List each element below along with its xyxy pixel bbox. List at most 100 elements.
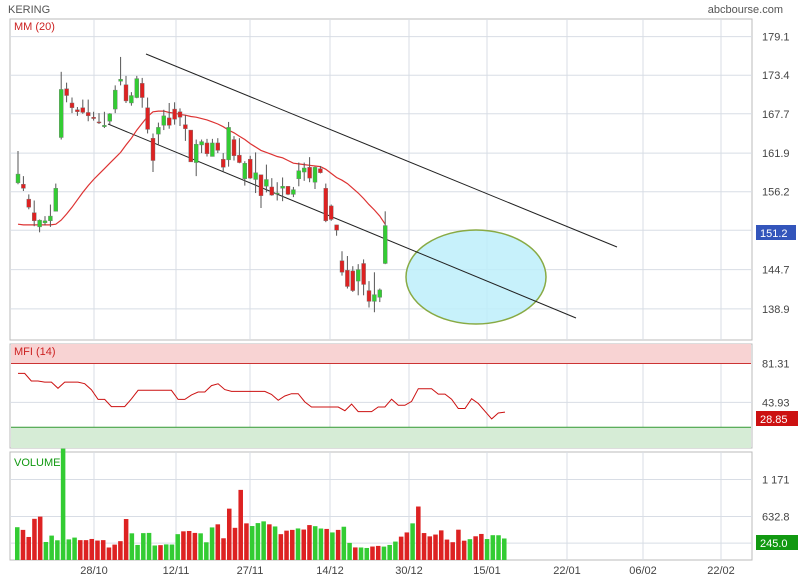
volume-bar xyxy=(215,524,221,560)
mfi-last-value: 28.85 xyxy=(760,414,788,426)
volume-bar xyxy=(249,526,255,560)
volume-bar xyxy=(244,523,249,560)
volume-bar xyxy=(146,532,152,560)
candle-body xyxy=(226,127,231,161)
x-tick-label: 22/02 xyxy=(707,565,735,577)
candle-body xyxy=(269,186,274,196)
volume-bar xyxy=(484,539,490,560)
volume-bar xyxy=(106,547,112,560)
mfi-last-badge xyxy=(756,411,798,426)
y-tick-label: 167.7 xyxy=(762,109,790,121)
x-tick-label: 22/01 xyxy=(553,565,581,577)
volume-bar xyxy=(152,545,158,560)
volume-bar xyxy=(26,536,31,560)
candle-body xyxy=(80,107,86,113)
volume-bar xyxy=(95,540,100,560)
volume-bar xyxy=(364,547,370,560)
volume-bar xyxy=(78,540,83,560)
mfi-polyline xyxy=(18,372,506,420)
candle-body xyxy=(275,192,280,195)
candle-body xyxy=(377,289,382,298)
price-legend: MM (20) xyxy=(14,21,55,33)
volume-last-value: 245.0 xyxy=(760,538,788,550)
candle-body xyxy=(129,95,134,104)
volume-bar xyxy=(324,528,329,560)
candle-body xyxy=(75,109,80,112)
volume-bar xyxy=(60,448,66,560)
candle-body xyxy=(302,167,307,173)
volume-bars xyxy=(15,448,507,560)
volume-bar xyxy=(490,535,496,560)
y-tick-label: 179.1 xyxy=(762,32,790,44)
volume-bar xyxy=(444,539,450,560)
y-tick-label: 144.7 xyxy=(762,265,790,277)
candle-body xyxy=(166,117,172,126)
volume-bar xyxy=(55,540,60,560)
moving-average xyxy=(17,110,386,226)
x-tick-label: 27/11 xyxy=(237,565,264,577)
x-tick-label: 14/12 xyxy=(316,565,344,577)
candle-body xyxy=(231,139,237,156)
price-panel xyxy=(9,18,753,341)
mfi-tick-label: 81.31 xyxy=(762,358,790,370)
y-tick-label: 161.9 xyxy=(762,148,790,160)
volume-bar xyxy=(347,542,352,560)
mfi-overbought-zone xyxy=(11,344,751,364)
volume-bar xyxy=(123,519,129,560)
source-label[interactable]: abcbourse.com xyxy=(708,4,783,16)
volume-bar xyxy=(433,534,438,560)
volume-bar xyxy=(198,533,203,560)
candle-body xyxy=(220,158,226,168)
channel-lower-line xyxy=(107,123,577,319)
candle-body xyxy=(318,168,323,173)
candle-body xyxy=(161,115,167,126)
volume-legend: VOLUME xyxy=(14,457,60,469)
candle-body xyxy=(21,184,26,189)
volume-last-badge xyxy=(756,535,798,550)
candle-body xyxy=(134,78,140,98)
volume-bar xyxy=(312,526,318,560)
volume-bar xyxy=(49,535,54,560)
volume-bar xyxy=(404,532,410,560)
candle-body xyxy=(199,141,204,146)
candle-body xyxy=(258,174,264,196)
candle-body xyxy=(215,142,221,151)
volume-bar xyxy=(278,534,284,560)
candle-body xyxy=(383,225,388,264)
candle-body xyxy=(26,198,31,208)
volume-bar xyxy=(181,531,186,560)
volume-bar xyxy=(100,540,106,560)
volume-bar xyxy=(461,540,467,560)
volume-bar xyxy=(370,546,375,560)
candle-body xyxy=(156,127,161,135)
mfi-zones xyxy=(11,344,751,448)
volume-bar xyxy=(456,529,461,560)
volume-bar xyxy=(272,526,278,560)
volume-bar xyxy=(261,521,266,560)
candle-body xyxy=(188,129,194,163)
volume-bar xyxy=(169,544,175,560)
candle-body xyxy=(96,121,102,124)
x-tick-label: 28/10 xyxy=(80,565,108,577)
volume-bar xyxy=(307,525,312,560)
volume-bar xyxy=(450,542,455,560)
candle-body xyxy=(91,116,96,119)
volume-bar xyxy=(135,544,140,560)
mfi-oversold-zone xyxy=(11,427,751,448)
volume-bar xyxy=(37,516,43,560)
volume-bar xyxy=(341,526,347,560)
volume-bar xyxy=(393,541,398,560)
volume-bar xyxy=(353,547,358,560)
candle-body xyxy=(334,224,339,231)
volume-bar xyxy=(318,528,324,560)
y-tick-label: 173.4 xyxy=(762,70,790,82)
volume-bar xyxy=(290,529,295,560)
candle-body xyxy=(123,84,129,102)
volume-bar xyxy=(358,547,364,560)
volume-bar xyxy=(238,489,243,560)
price-last-badge xyxy=(756,225,796,240)
volume-bar xyxy=(15,527,20,560)
volume-bar xyxy=(473,536,478,560)
candle-body xyxy=(85,112,91,117)
